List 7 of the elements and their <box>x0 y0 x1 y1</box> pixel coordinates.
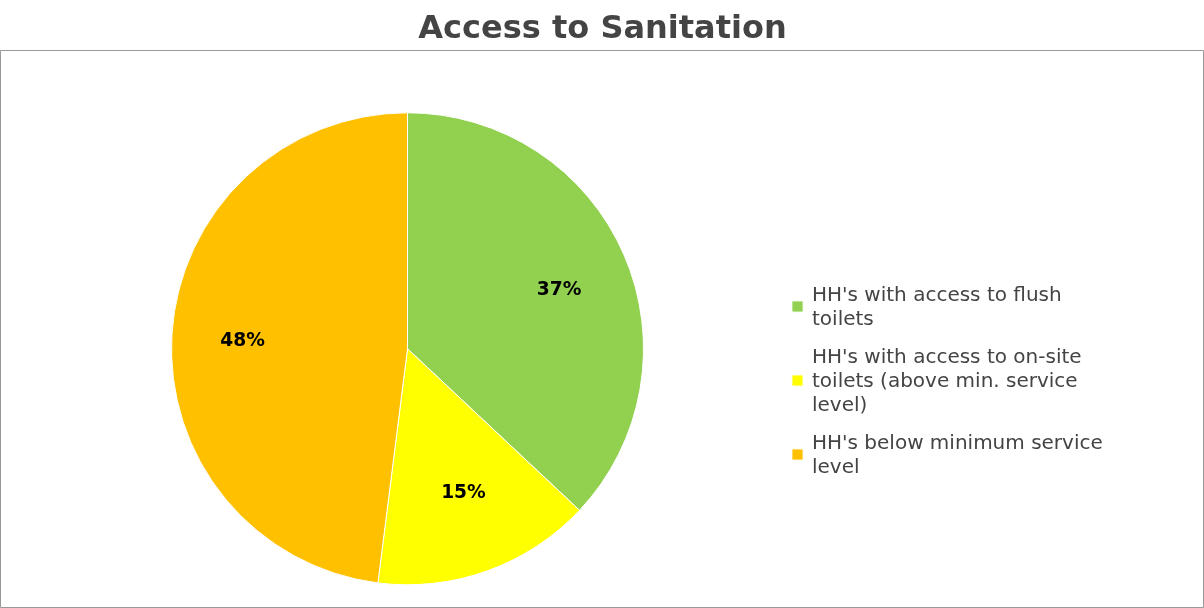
data-label: 15% <box>441 480 487 502</box>
legend-label: HH's with access to flush toilets <box>812 282 1062 330</box>
data-label: 48% <box>220 328 266 350</box>
legend-label: HH's with access to on-site toilets (above min. service level) <box>812 344 1082 416</box>
chart-title: Access to Sanitation <box>418 7 787 46</box>
legend-label: HH's below minimum service level <box>812 430 1103 478</box>
data-label: 37% <box>536 278 582 300</box>
